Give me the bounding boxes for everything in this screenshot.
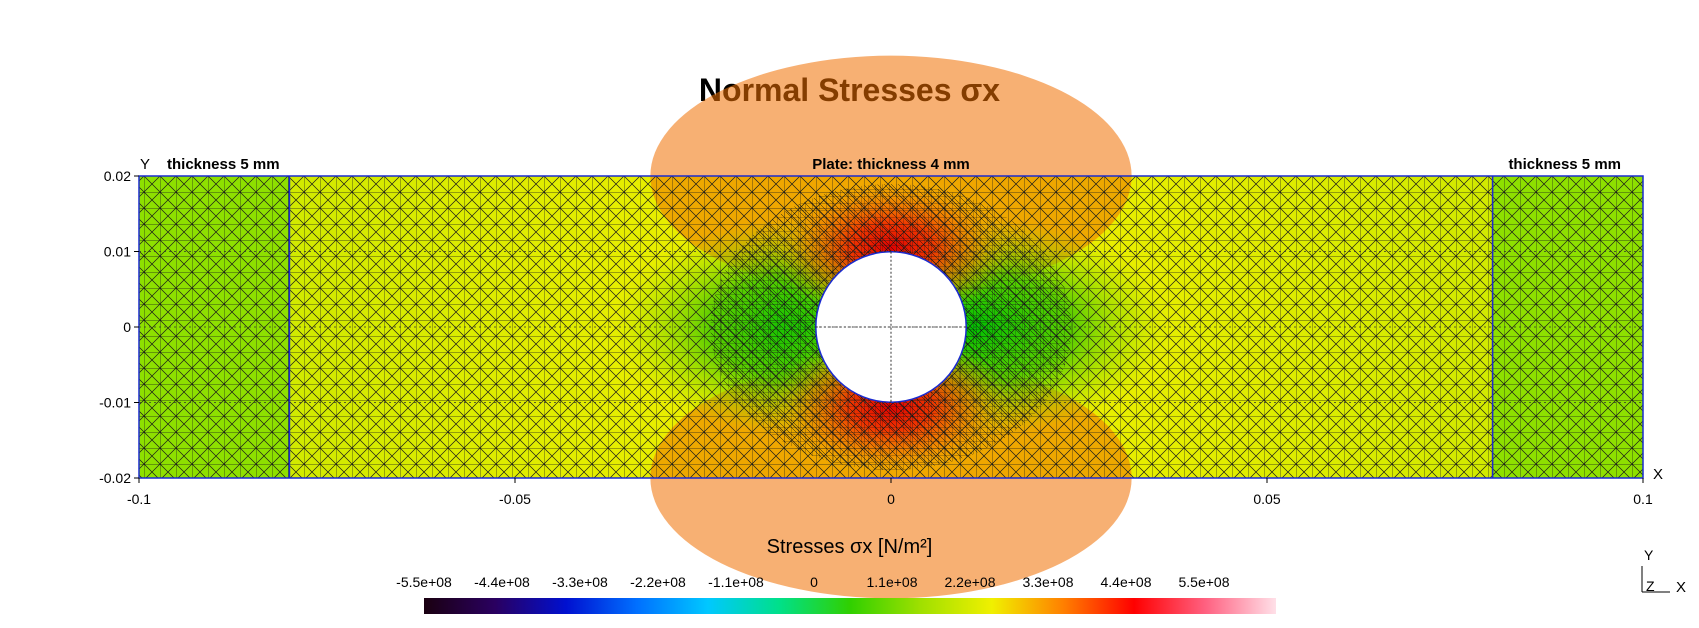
colorbar — [424, 598, 1276, 614]
hole — [815, 251, 967, 403]
y-tick-label-0: 0.02 — [104, 168, 131, 184]
colorbar-tick-label: -4.4e+08 — [474, 574, 530, 590]
x-tick-label-2: 0 — [887, 491, 895, 507]
colorbar-title: Stresses σx [N/m²] — [766, 536, 933, 558]
colorbar-tick-label: 5.5e+08 — [1178, 574, 1230, 590]
y-axis-label: Y — [140, 156, 150, 173]
colorbar-tick-label: 3.3e+08 — [1022, 574, 1074, 590]
y-tick-label-3: -0.01 — [99, 395, 131, 411]
y-tick-label-1: 0.01 — [104, 244, 131, 260]
axis-triad: Y Z X — [1641, 547, 1686, 596]
y-tick-label-4: -0.02 — [99, 470, 131, 486]
x-tick-label-4: 0.1 — [1633, 491, 1653, 507]
x-axis-label: X — [1653, 466, 1663, 483]
annotation-0: thickness 5 mm — [167, 156, 280, 173]
triad-y-label: Y — [1644, 547, 1654, 563]
x-tick-label-0: -0.1 — [127, 491, 151, 507]
axes: -0.1 -0.05 0 0.05 0.1 0.02 0.01 0 -0.01 -0.02 Y Xth… — [99, 156, 1663, 507]
colorbar-tick-label: 4.4e+08 — [1100, 574, 1152, 590]
triad-z-label: Z — [1646, 578, 1655, 594]
colorbar-tick-label: -5.5e+08 — [396, 574, 452, 590]
annotation-2: thickness 5 mm — [1508, 156, 1621, 173]
y-tick-label-2: 0 — [123, 319, 131, 335]
colorbar-tick-label: -1.1e+08 — [708, 574, 764, 590]
colorbar-tick-label: 0 — [810, 574, 818, 590]
colorbar-tick-label: -3.3e+08 — [552, 574, 608, 590]
colorbar-tick-label: -2.2e+08 — [630, 574, 686, 590]
annotation-1: Plate: thickness 4 mm — [812, 156, 970, 173]
x-tick-label-3: 0.05 — [1253, 491, 1280, 507]
stress-field — [139, 55, 1643, 599]
colorbar-tick-label: 1.1e+08 — [866, 574, 918, 590]
x-tick-label-1: -0.05 — [499, 491, 531, 507]
colorbar-tick-label: 2.2e+08 — [944, 574, 996, 590]
triad-x-label: X — [1676, 579, 1686, 596]
